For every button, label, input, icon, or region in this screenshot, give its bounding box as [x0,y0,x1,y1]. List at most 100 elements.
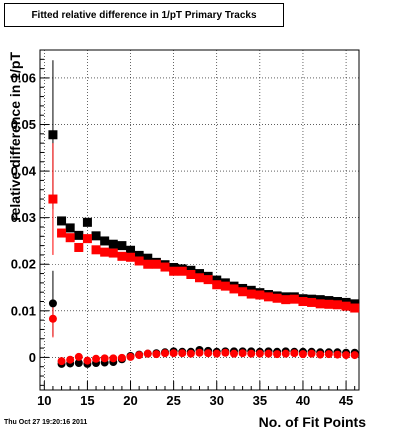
data-point-square [186,269,196,279]
data-point-square [48,130,58,140]
data-point-circle [195,348,204,357]
data-point-circle [92,354,101,363]
data-point-square [108,239,118,249]
data-point-circle [48,314,57,323]
marker-layer [48,130,360,368]
data-point-circle [342,351,351,360]
data-point-square [82,217,92,227]
data-point-square [134,250,144,260]
data-point-square [151,259,161,269]
data-point-square [255,290,265,300]
x-tick-label: 10 [37,393,51,408]
data-point-square [246,289,256,299]
data-point-square [100,247,110,257]
y-tick-label: 0.06 [11,70,36,85]
y-tick-label: 0.01 [11,303,36,318]
data-point-circle [178,349,187,358]
data-point-circle [350,351,359,360]
y-tick-label: 0.04 [11,164,37,179]
data-point-circle [169,349,178,358]
data-point-square [91,231,101,241]
data-point-square [134,256,144,266]
data-point-square [307,297,317,307]
data-point-square [272,293,282,303]
data-point-square [82,234,92,244]
data-point-square [143,259,153,269]
data-point-square [324,299,334,309]
x-tick-label: 20 [123,393,137,408]
data-point-square [74,242,84,252]
data-point-square [143,253,153,263]
data-point-square [108,248,118,258]
data-point-circle [109,354,118,363]
data-point-circle [57,357,66,366]
data-point-circle [100,354,109,363]
data-point-circle [324,350,333,359]
data-point-square [281,295,291,305]
data-point-square [229,284,239,294]
grid-layer [40,50,359,390]
data-point-square [315,299,325,309]
data-point-circle [74,358,83,367]
data-point-square [117,251,127,261]
data-point-square [195,273,204,283]
y-tick-label: 0.02 [11,257,36,272]
data-point-circle [74,352,83,361]
data-point-square [126,245,136,255]
data-point-circle [48,299,57,308]
data-point-circle [255,349,264,358]
data-point-square [350,303,360,313]
data-point-circle [152,350,161,359]
data-point-circle [333,350,342,359]
data-point-square [100,236,110,246]
data-point-circle [316,350,325,359]
y-tick-label: 0 [29,350,36,365]
data-point-square [212,280,222,290]
data-point-square [117,241,127,251]
data-point-circle [66,355,75,364]
data-point-square [220,281,230,291]
timestamp: Thu Oct 27 19:20:16 2011 [4,419,88,426]
data-point-square [65,223,75,233]
data-point-square [177,266,187,276]
data-point-square [341,301,351,311]
data-point-circle [307,349,316,358]
data-point-circle [143,349,152,358]
data-point-circle [290,349,299,358]
x-tick-label: 45 [339,393,353,408]
data-point-circle [212,349,221,358]
data-point-circle [238,349,247,358]
data-point-square [289,294,299,304]
data-point-square [332,300,342,310]
data-point-square [263,292,273,302]
data-point-circle [204,349,213,358]
data-point-circle [298,350,307,359]
data-point-circle [135,351,144,360]
data-point-square [212,275,222,285]
data-point-square [48,194,58,204]
data-point-square [298,297,308,307]
data-point-circle [229,349,238,358]
data-point-square [74,230,84,240]
data-point-circle [221,348,230,357]
data-point-circle [117,353,126,362]
data-point-square [238,287,248,297]
x-tick-label: 40 [296,393,310,408]
data-point-circle [281,349,290,358]
y-tick-label: 0.03 [11,210,36,225]
data-point-circle [247,349,256,358]
data-point-circle [161,349,170,358]
data-point-square [57,216,67,226]
data-point-circle [273,350,282,359]
y-axis-title: relative difference in 1/pT [7,52,23,221]
data-point-circle [126,352,135,361]
x-tick-label: 30 [210,393,224,408]
data-point-square [169,266,179,276]
data-point-square [126,252,136,262]
x-tick-label: 35 [253,393,267,408]
data-point-square [203,275,213,285]
x-tick-label: 15 [80,393,94,408]
data-point-square [160,262,170,272]
y-tick-label: 0.05 [11,117,36,132]
